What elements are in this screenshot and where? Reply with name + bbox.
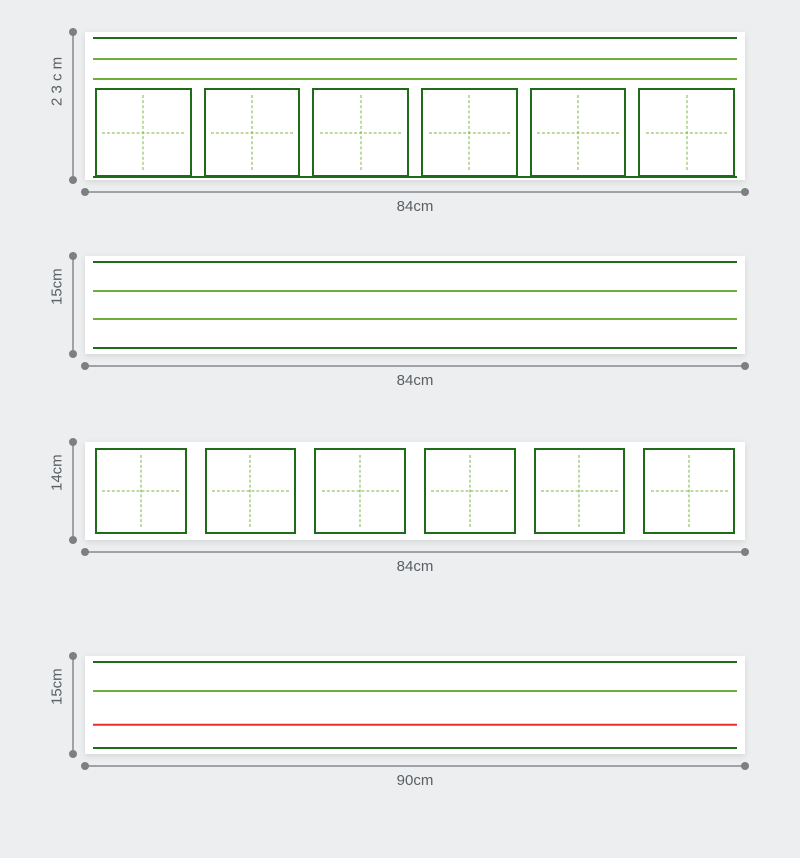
- diagram-page: 2 3 c m 84cm 15cm 84cm 14cm 84cm 15cm 90cm: [0, 0, 800, 858]
- rule-line: [93, 661, 737, 663]
- height-dim-line: [72, 656, 74, 754]
- grid-square-row: [95, 448, 735, 534]
- width-dim-label: 84cm: [397, 372, 434, 389]
- width-dim-line: [85, 551, 745, 553]
- rule-line: [93, 690, 737, 692]
- width-dim-line: [85, 765, 745, 767]
- grid-square: [424, 448, 516, 534]
- grid-square-row: [95, 88, 735, 177]
- width-dim-marker-left: [81, 548, 89, 556]
- height-dim-label: 15cm: [49, 668, 66, 705]
- height-dim-label: 14cm: [49, 454, 66, 491]
- grid-square-dash-h: [537, 132, 619, 133]
- height-dim-line: [72, 442, 74, 540]
- width-dim-marker-right: [741, 548, 749, 556]
- grid-square: [204, 88, 301, 177]
- grid-square: [534, 448, 626, 534]
- height-dim-marker-bottom: [69, 536, 77, 544]
- width-dim-marker-left: [81, 188, 89, 196]
- height-dim-line: [72, 256, 74, 354]
- grid-square: [421, 88, 518, 177]
- height-dim-marker-bottom: [69, 176, 77, 184]
- width-dim-marker-left: [81, 362, 89, 370]
- rule-line: [93, 261, 737, 263]
- grid-square: [530, 88, 627, 177]
- height-dim-marker-top: [69, 252, 77, 260]
- width-dim-marker-right: [741, 762, 749, 770]
- rule-line: [93, 347, 737, 349]
- grid-square-dash-h: [320, 132, 402, 133]
- width-dim-label: 84cm: [397, 558, 434, 575]
- grid-square-dash-h: [541, 490, 618, 491]
- rule-line: [93, 290, 737, 292]
- height-dim-marker-bottom: [69, 750, 77, 758]
- grid-square: [95, 88, 192, 177]
- width-dim-label: 84cm: [397, 198, 434, 215]
- grid-square-dash-h: [102, 490, 179, 491]
- panel-4: [85, 656, 745, 754]
- width-dim-label: 90cm: [397, 772, 434, 789]
- height-dim-label: 2 3 c m: [49, 57, 66, 106]
- rule-line: [93, 37, 737, 39]
- grid-square: [638, 88, 735, 177]
- rule-line: [93, 747, 737, 749]
- grid-square: [314, 448, 406, 534]
- width-dim-marker-left: [81, 762, 89, 770]
- grid-square: [95, 448, 187, 534]
- height-dim-line: [72, 32, 74, 180]
- grid-square: [205, 448, 297, 534]
- height-dim-label: 15cm: [49, 268, 66, 305]
- panel-2: [85, 256, 745, 354]
- height-dim-marker-top: [69, 28, 77, 36]
- height-dim-marker-top: [69, 438, 77, 446]
- height-dim-marker-top: [69, 652, 77, 660]
- panel-3: [85, 442, 745, 540]
- grid-square-dash-h: [102, 132, 184, 133]
- grid-square: [643, 448, 735, 534]
- panel-1: [85, 32, 745, 180]
- width-dim-marker-right: [741, 362, 749, 370]
- grid-square-dash-h: [429, 132, 511, 133]
- width-dim-line: [85, 191, 745, 193]
- grid-square: [312, 88, 409, 177]
- grid-square-dash-h: [431, 490, 508, 491]
- grid-square-dash-h: [212, 490, 289, 491]
- width-dim-line: [85, 365, 745, 367]
- height-dim-marker-bottom: [69, 350, 77, 358]
- width-dim-marker-right: [741, 188, 749, 196]
- rule-line: [93, 318, 737, 320]
- rule-line: [93, 78, 737, 80]
- rule-line: [93, 723, 737, 726]
- grid-square-dash-h: [651, 490, 728, 491]
- grid-square-dash-h: [646, 132, 728, 133]
- grid-square-dash-h: [322, 490, 399, 491]
- grid-square-dash-h: [211, 132, 293, 133]
- rule-line: [93, 58, 737, 60]
